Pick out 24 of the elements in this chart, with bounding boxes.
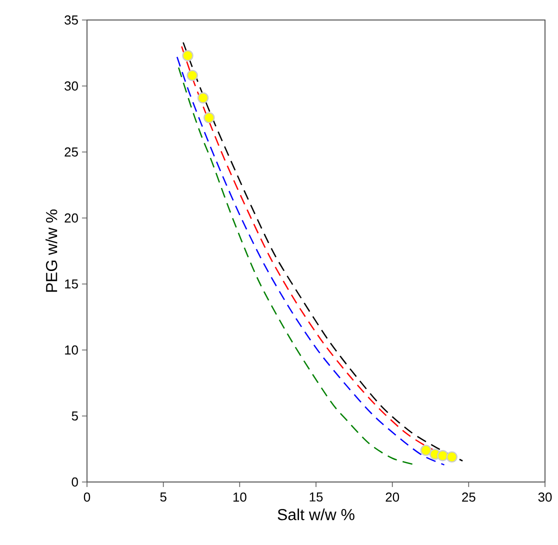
y-tick-label: 25 <box>64 147 78 157</box>
point <box>182 50 194 62</box>
y-axis-title: PEG w/w % <box>46 210 58 292</box>
y-tick-label: 10 <box>65 345 78 355</box>
x-tick-label: 5 <box>160 492 166 502</box>
y-tick-label: 0 <box>72 477 78 487</box>
x-tick-label: 30 <box>538 492 552 502</box>
point <box>446 451 458 463</box>
x-axis-title: Salt w/w % <box>278 508 354 520</box>
y-tick-label: 30 <box>64 81 78 91</box>
point <box>197 92 209 104</box>
point <box>204 112 215 124</box>
point <box>437 450 448 462</box>
y-tick-label: 35 <box>64 15 78 25</box>
point <box>186 70 198 82</box>
x-tick-label: 25 <box>462 492 476 502</box>
x-tick-label: 10 <box>233 492 246 502</box>
x-tick-label: 0 <box>84 492 90 502</box>
point <box>420 444 432 456</box>
x-tick-label: 20 <box>386 492 400 502</box>
y-tick-label: 5 <box>72 411 78 421</box>
y-tick-label: 20 <box>64 213 78 223</box>
x-tick-label: 15 <box>310 492 323 502</box>
y-tick-label: 15 <box>65 279 78 289</box>
